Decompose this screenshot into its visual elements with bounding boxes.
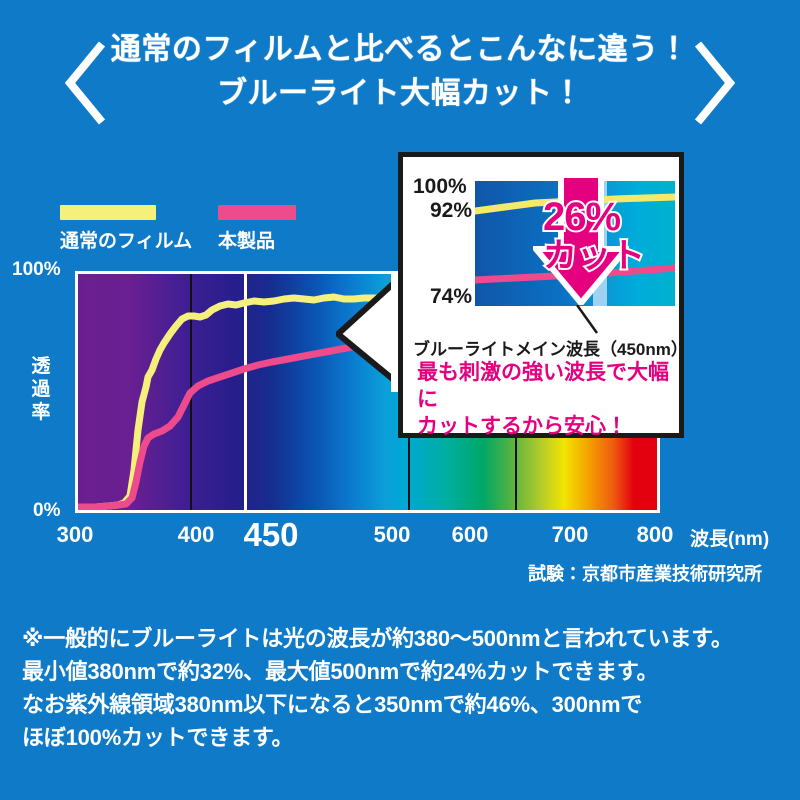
x-axis-unit-label: 波長(nm) [690,529,770,550]
chevron-right-icon [692,40,738,126]
footnote: ※一般的にブルーライトは光の波長が約380〜500nmと言われています。 最小値… [22,622,792,754]
x-tick-600: 600 [451,522,489,547]
y-axis-title: 透過率 [31,356,51,423]
legend-label-this-product: 本製品 [218,231,276,252]
inset-label-92: 92% [430,199,473,222]
x-tick-800: 800 [636,522,674,547]
cut-percentage-callout: 26% カット [541,195,693,275]
footnote-line-4: ほぼ100%カットできます。 [22,725,294,750]
footnote-line-1: ※一般的にブルーライトは光の波長が約380〜500nmと言われています。 [22,626,733,651]
chevron-left-icon [62,40,108,126]
pointer-line-icon [575,304,611,335]
legend-label-normal-film: 通常のフィルム [60,231,193,252]
inset-label-100: 100% [413,175,467,198]
cut-percentage-number: 26% [541,195,623,239]
cut-percentage-word: カット [541,237,647,275]
callout-message: 最も刺激の強い波長で大幅に カットするから安心！ [417,359,679,440]
x-tick-400: 400 [177,522,215,547]
x-tick-300: 300 [56,522,94,547]
legend-swatch-normal-film [60,205,156,220]
inset-label-74: 74% [430,285,473,308]
banner-line-1: 通常のフィルムと比べるとこんなに違う！ [110,33,690,66]
callout-panel: 100% 92% 74% [398,152,688,440]
banner-heading: 通常のフィルムと比べるとこんなに違う！ ブルーライト大幅カット！ [100,28,700,116]
x-tick-450: 450 [243,516,299,553]
x-tick-500: 500 [373,522,411,547]
callout-pointer-tail [333,265,409,397]
callout-message-line-1: 最も刺激の強い波長で大幅に [417,361,669,411]
footnote-line-3: なお紫外線領域380nm以下になると350nmで約46%、300nmで [22,692,643,717]
blue-light-wavelength-label: ブルーライトメイン波長（450nm） [413,340,688,359]
legend-item-normal-film: 通常のフィルム [60,205,192,253]
header-banner: 通常のフィルムと比べるとこんなに違う！ ブルーライト大幅カット！ [0,28,800,138]
footnote-line-2: 最小値380nmで約32%、最大値500nmで約24%カットできます。 [22,659,659,684]
x-axis-ticks: 300 400 450 500 600 700 800 波長(nm) [0,516,800,554]
legend-item-this-product: 本製品 [218,205,296,253]
y-axis-min-label: 0% [33,500,61,521]
y-axis-max-label: 100% [12,259,61,280]
zoom-callout: 100% 92% 74% [333,152,688,440]
down-arrow-icon [529,172,633,308]
legend-swatch-this-product [218,205,296,220]
callout-message-line-2: カットするから安心！ [417,415,627,438]
gridline-450-highlight [244,274,247,510]
x-tick-700: 700 [551,522,589,547]
banner-line-2: ブルーライト大幅カット！ [217,77,583,110]
test-source-label: 試験：京都市産業技術研究所 [528,564,762,584]
